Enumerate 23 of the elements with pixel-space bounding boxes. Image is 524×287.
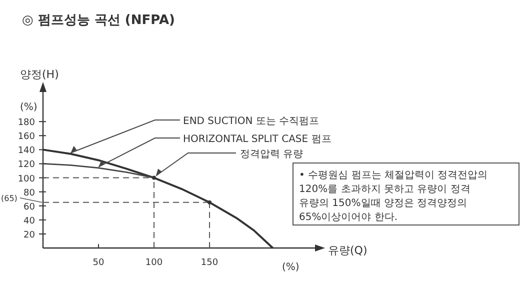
x-tick-label: 100 bbox=[145, 258, 163, 268]
y-axis-title: 양정(H) bbox=[20, 68, 59, 81]
y-tick-label: 60 bbox=[24, 202, 36, 212]
text: (%) bbox=[282, 262, 300, 273]
y-tick-label: 160 bbox=[18, 132, 36, 142]
y-tick-label: 100 bbox=[18, 174, 36, 184]
text: END SUCTION 또는 수직펌프 bbox=[183, 116, 320, 127]
y-tick-label: 140 bbox=[18, 146, 36, 156]
text: (%) bbox=[20, 102, 38, 113]
annotation: 정격압력 유량 bbox=[240, 149, 304, 160]
y-tick-label: 40 bbox=[24, 216, 36, 226]
y-tick-label: 180 bbox=[18, 118, 36, 128]
text: HORIZONTAL SPLIT CASE 펌프 bbox=[183, 134, 332, 145]
chart-title: ◎ 펌프성능 곡선 (NFPA) bbox=[22, 13, 175, 28]
annotation: • 수평원심 펌프는 체절압력이 정격전압의 120%를 초과하지 못하고 유량이 정격 유량의 150%일때 양정은 정격양정의 65%이상이어야 한다. bbox=[299, 170, 488, 223]
note-box: • 수평원심 펌프는 체절압력이 정격전압의 120%를 초과하지 못하고 유량이 정격 유량의 150%일때 양정은 정격양정의 65%이상이어야 한다. bbox=[292, 162, 520, 226]
y-tick-label: 20 bbox=[24, 230, 36, 240]
x-tick-label: 50 bbox=[92, 258, 105, 268]
ref-line-label: (65) bbox=[1, 194, 18, 203]
y-tick-label: 120 bbox=[18, 160, 36, 170]
y-tick-label: 80 bbox=[24, 188, 36, 198]
x-axis-title: 유량(Q) bbox=[328, 244, 368, 257]
x-tick-label: 150 bbox=[200, 258, 218, 268]
